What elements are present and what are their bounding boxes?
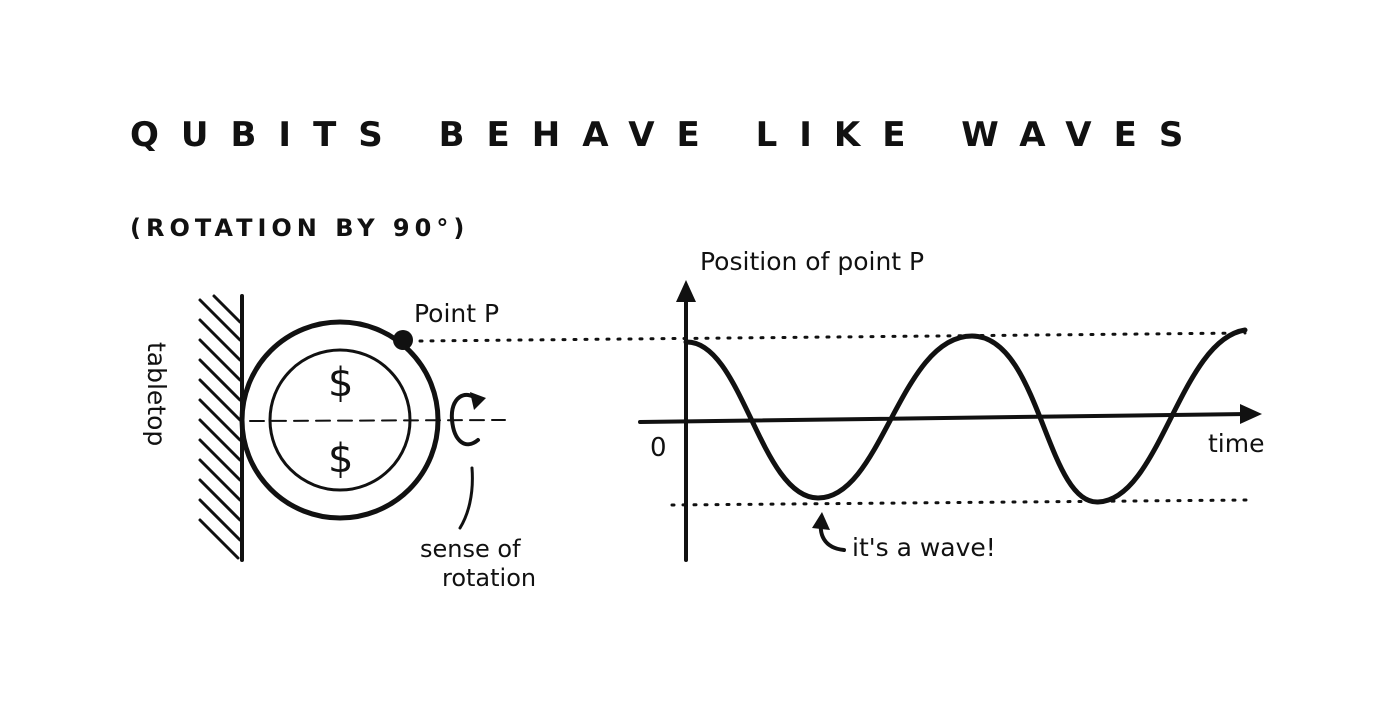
origin-label: 0 xyxy=(650,433,667,463)
point-p-label: Point P xyxy=(414,299,499,328)
y-axis-arrowhead-icon xyxy=(676,280,696,302)
x-axis-arrowhead-icon xyxy=(1240,404,1262,424)
rotation-axis xyxy=(249,419,506,422)
coin-symbol-bottom: $ xyxy=(328,436,353,482)
wave-curve xyxy=(683,327,1248,505)
annotation-arrowhead-icon xyxy=(812,512,830,530)
tabletop-hatching xyxy=(198,294,244,562)
wave-graph: Position of point P 0 time it's a wave! xyxy=(638,247,1264,562)
coin-symbol-top: $ xyxy=(328,360,353,406)
diagram-title: QUBITS BEHAVE LIKE WAVES xyxy=(130,115,1205,155)
point-p-dot xyxy=(393,330,413,350)
top-guide-dotted-line xyxy=(418,331,1247,343)
diagram-subtitle: (ROTATION BY 90°) xyxy=(130,214,469,242)
x-axis xyxy=(638,412,1250,424)
wave-annotation: it's a wave! xyxy=(852,533,996,562)
bottom-guide-dotted-line xyxy=(670,498,1250,507)
rotation-label-line2: rotation xyxy=(442,564,536,592)
rotation-pointer xyxy=(458,466,474,530)
rotation-arrowhead-icon xyxy=(470,392,486,410)
y-axis-label: Position of point P xyxy=(700,247,924,276)
coin-diagram: tabletop $ $ Point P xyxy=(142,294,536,592)
tabletop-label: tabletop xyxy=(142,342,171,446)
x-axis-label: time xyxy=(1208,429,1264,458)
rotation-arrow-icon xyxy=(449,392,480,447)
rotation-label-line1: sense of xyxy=(420,535,521,563)
